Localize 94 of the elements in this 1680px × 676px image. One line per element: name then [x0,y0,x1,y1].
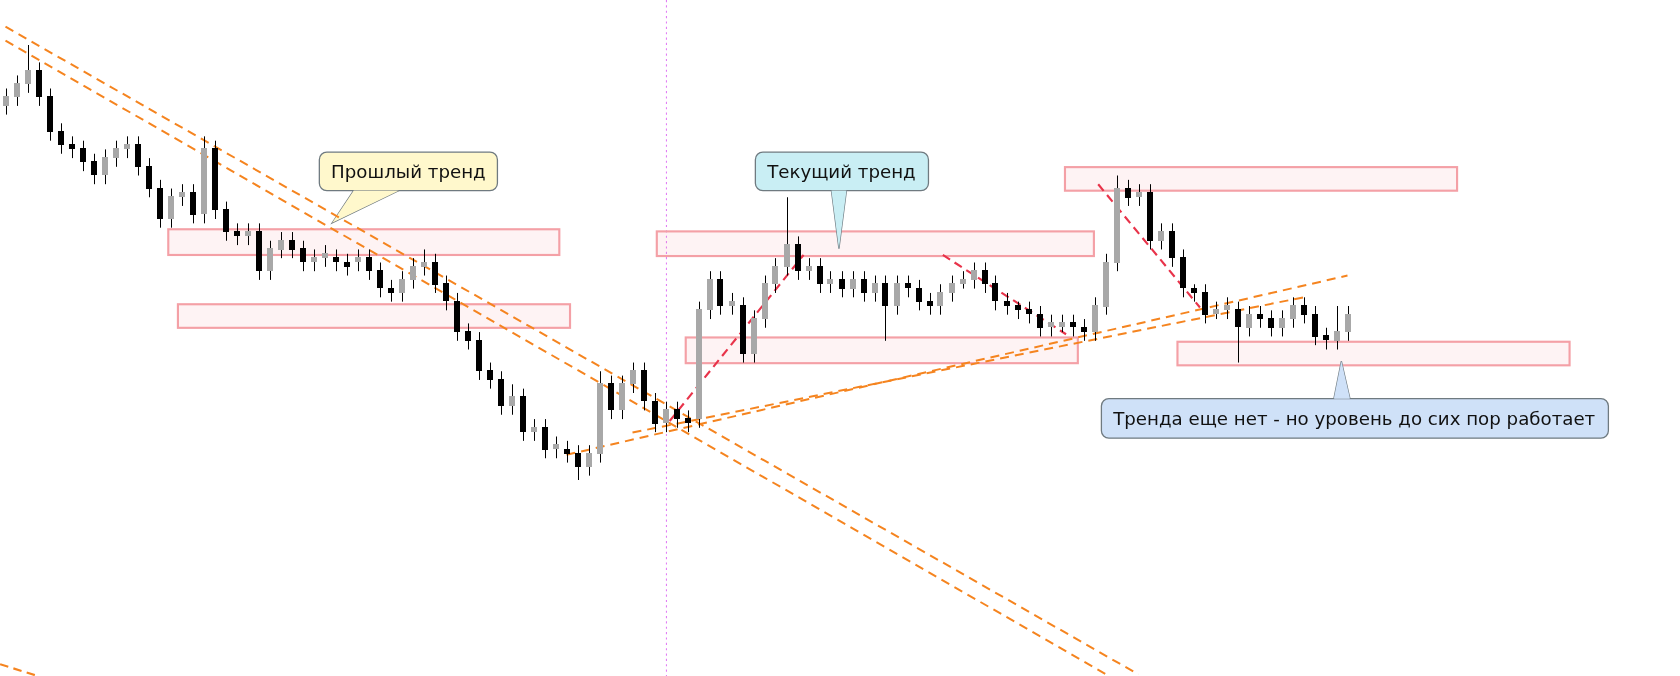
candlestick [465,322,471,350]
candlestick [872,275,878,303]
candlestick [1070,314,1076,337]
candlestick [1048,314,1054,337]
candlestick [674,401,680,429]
candlestick [322,244,328,268]
candlestick [289,231,295,259]
candlestick [1081,318,1087,342]
candlestick [399,270,405,303]
candlestick [772,257,778,294]
candlestick [905,275,911,298]
candlestick [882,275,888,342]
candlestick [916,279,922,311]
candlestick [1257,305,1263,329]
candlestick [190,183,196,224]
candlestick [817,257,823,294]
candlestick [267,240,273,281]
candlestick [564,440,570,464]
candlestick [949,275,955,303]
candlestick [3,88,9,116]
candlestick [278,231,284,259]
candlestick [827,270,833,294]
candlestick [1235,301,1241,364]
candlestick [168,188,174,229]
candlestick [355,248,361,272]
candlestick [531,418,537,442]
candlestick [927,292,933,316]
candlestick [839,270,845,298]
candlestick [25,44,31,94]
candlestick [861,270,867,303]
candlestick [971,262,977,290]
candlestick [1312,305,1318,346]
candlestick [421,248,427,277]
candlestick [850,270,856,298]
candlestick [410,257,416,290]
candlestick [1158,222,1164,250]
candlestick [432,253,438,294]
candlestick [1279,309,1285,337]
candlestick [135,135,141,176]
candlestick [311,248,317,272]
candlestick [388,279,394,303]
candlestick [344,253,350,277]
candlestick [1136,183,1142,207]
candlestick [179,183,185,207]
candlestick [102,148,108,185]
candlestick [1224,296,1230,320]
candlestick [1202,283,1208,324]
candlestick [630,362,636,394]
candlestick [784,196,790,277]
candlestick [663,401,669,433]
candlestick [58,122,64,155]
candlestick [806,257,812,281]
candlestick [487,362,493,390]
candlestick [992,275,998,311]
candlestick [377,262,383,298]
candlestick [1290,296,1296,329]
candlestick [652,392,658,433]
candlestick [113,140,119,168]
candlestick [982,262,988,294]
candlestick [1004,292,1010,316]
candlestick [586,444,592,477]
candlestick [1345,305,1351,342]
candlestick [69,135,75,159]
candlestick [245,222,251,246]
candlestick [333,248,339,272]
candlestick [234,222,240,246]
candlestick [685,409,691,433]
candlestick [509,383,515,416]
candlestick [146,157,152,198]
candlestick [937,283,943,316]
candlestick [729,292,735,316]
candlestick [14,74,20,107]
candlestick [1037,305,1043,337]
candlestick [542,418,548,459]
candlestick [575,444,581,481]
candlestick [124,135,130,159]
candlestick [1323,327,1329,350]
candlestick [894,275,900,316]
candlestick [1246,305,1252,337]
candlestick [1125,179,1131,207]
candlestick [300,240,306,272]
candlestick [1301,296,1307,324]
candlestick [91,153,97,185]
candlestick [443,275,449,311]
annotation: Тренда еще нет - но уровень до сих пор работает [1112,407,1596,429]
candlestick [1026,301,1032,324]
candlestick [553,436,559,459]
candlestick [223,201,229,242]
candlestick [80,140,86,172]
candlestick [1268,309,1274,337]
annotation: Прошлый тренд [331,160,486,182]
annotation: Текущий тренд [766,160,916,182]
candlestick [366,248,372,281]
candlestick [1334,305,1340,350]
